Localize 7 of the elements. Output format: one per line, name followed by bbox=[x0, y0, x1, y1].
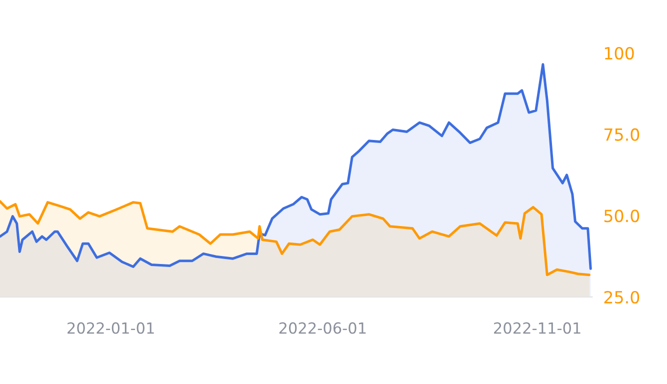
x-tick-label: 2022-06-01 bbox=[279, 322, 366, 334]
x-tick-label: 2022-11-01 bbox=[494, 322, 580, 334]
y-tick-label: 50.0 bbox=[604, 210, 640, 222]
y-tick-label: 75.0 bbox=[604, 128, 640, 141]
y-tick-label: 25.0 bbox=[604, 290, 640, 304]
x-tick-label: 2022-01-01 bbox=[68, 322, 154, 334]
y-tick-label: 100 bbox=[604, 46, 634, 60]
